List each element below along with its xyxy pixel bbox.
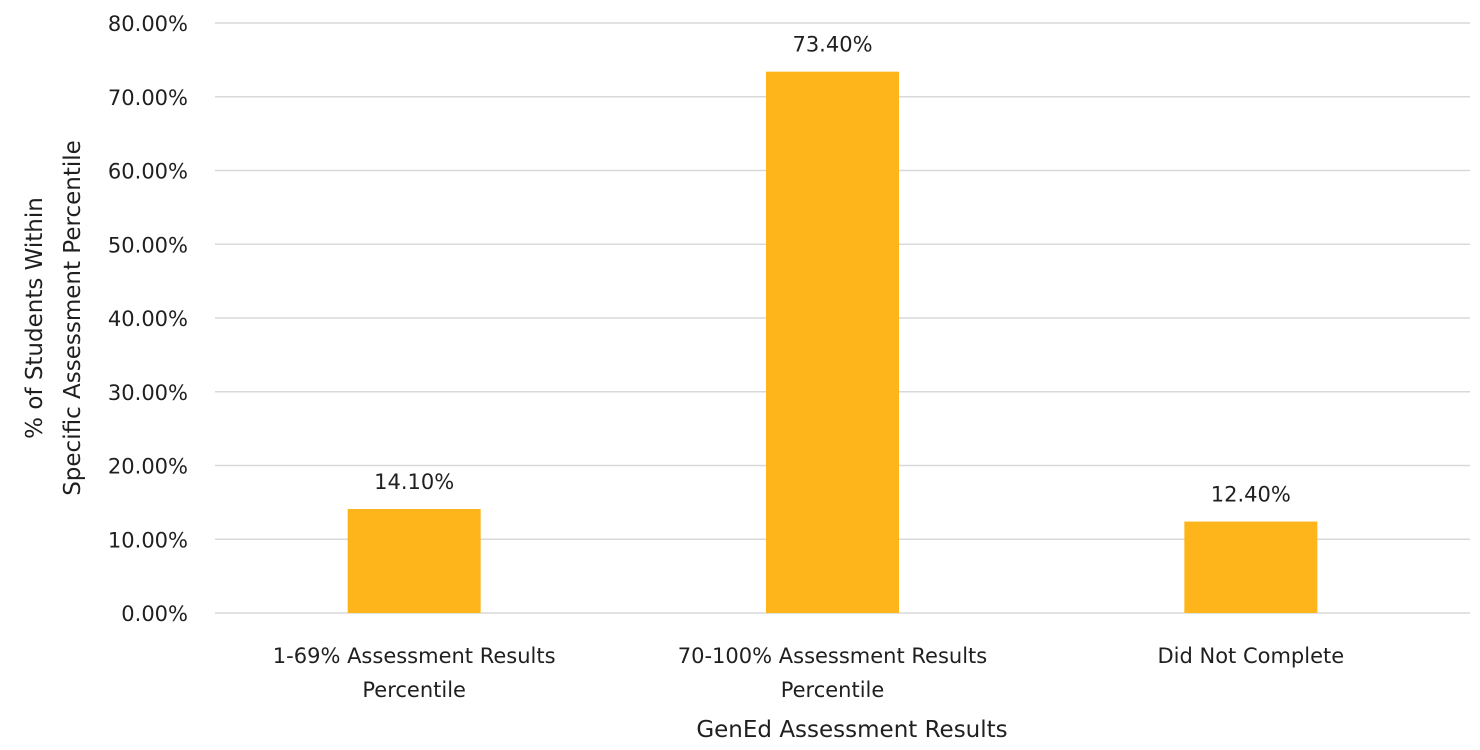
y-tick-label: 0.00%: [121, 602, 188, 626]
y-tick-label: 40.00%: [108, 307, 188, 331]
x-axis-title: GenEd Assessment Results: [696, 717, 1007, 743]
bar: [766, 71, 899, 614]
data-labels: 14.10% 73.40% 12.40%: [374, 33, 1291, 507]
y-tick-label: 20.00%: [108, 455, 188, 479]
y-axis-ticks: 0.00% 10.00% 20.00% 30.00% 40.00% 50.00% 60.00…: [108, 12, 188, 626]
y-tick-label: 10.00%: [108, 528, 188, 552]
data-label: 73.40%: [792, 33, 872, 57]
bar: [347, 509, 481, 613]
data-label: 12.40%: [1211, 483, 1291, 507]
bar: [1184, 521, 1318, 613]
bars: [347, 71, 1318, 614]
y-tick-label: 30.00%: [108, 381, 188, 405]
y-tick-label: 50.00%: [108, 233, 188, 257]
y-tick-label: 80.00%: [108, 12, 188, 36]
data-label: 14.10%: [374, 470, 454, 494]
x-category-label: 1-69% Assessment Results Percentile: [273, 644, 556, 702]
y-tick-label: 70.00%: [108, 86, 188, 110]
x-axis-categories: 1-69% Assessment Results Percentile 70-100…: [273, 644, 1344, 702]
x-category-label: Did Not Complete: [1157, 644, 1344, 668]
x-category-label: 70-100% Assessment Results Percentile: [678, 644, 987, 702]
y-axis-title: % of Students Within Specific Assessment …: [22, 140, 86, 496]
y-axis-title-text: % of Students Within Specific Assessment …: [22, 140, 86, 496]
y-tick-label: 60.00%: [108, 160, 188, 184]
